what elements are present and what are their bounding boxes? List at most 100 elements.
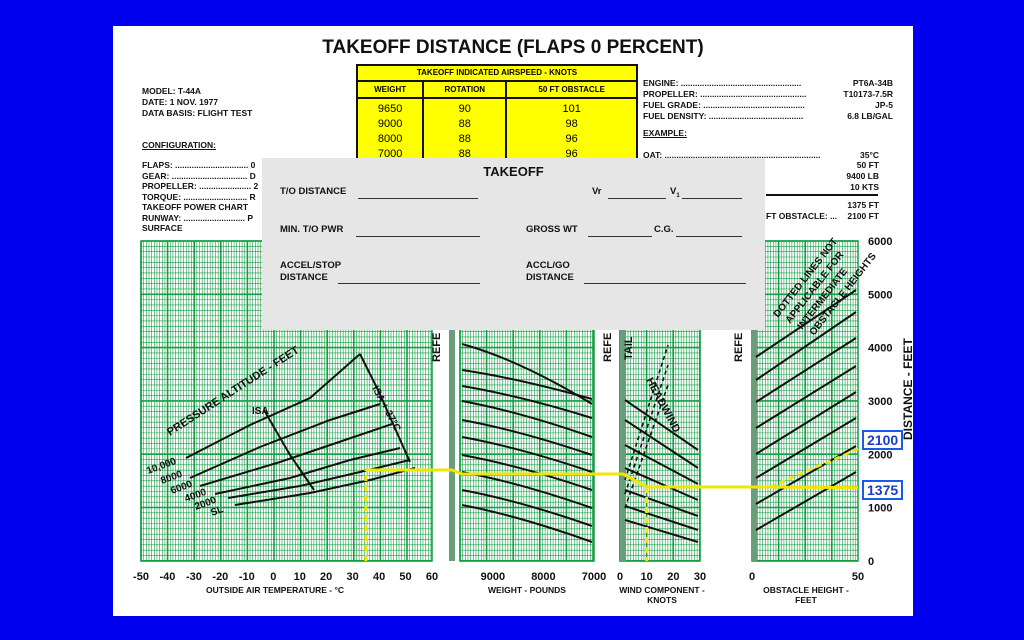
x-tick-label: 60: [426, 571, 438, 583]
configuration-heading: CONFIGURATION:: [142, 140, 216, 150]
x-tick-label: 50: [852, 571, 864, 583]
accl-go-label: ACCL/GO DISTANCE: [526, 260, 574, 283]
x-tick-label: 50: [399, 571, 411, 583]
x-tick-label: 40: [373, 571, 385, 583]
x-tick-label: -40: [160, 571, 176, 583]
altitude-curve: [214, 447, 401, 495]
column-header: ROTATION: [423, 82, 508, 99]
accl-go-field[interactable]: [584, 283, 746, 284]
min-to-pwr-label: MIN. T/O PWR: [280, 224, 344, 235]
x-tick-label: -10: [239, 571, 255, 583]
reference-label: REFE: [431, 333, 443, 362]
obstacle-line: [755, 311, 857, 381]
x-tick-label: 10: [294, 571, 306, 583]
obstacle-line: [755, 289, 857, 358]
x-tick-label: 30: [347, 571, 359, 583]
y-axis-label: DISTANCE - FEET: [901, 338, 915, 440]
obstacle-line: [755, 365, 857, 429]
reference-label: REFE: [733, 333, 745, 362]
v1-field[interactable]: [682, 198, 742, 199]
x-tick-label: 7000: [582, 571, 606, 583]
weight-guide-line: [461, 419, 593, 456]
cg-field[interactable]: [676, 236, 742, 237]
card-title: TAKEOFF: [483, 164, 544, 179]
obstacle-line: [755, 417, 857, 479]
table-row: 8000 88 96: [358, 132, 636, 147]
reference-line: [620, 241, 626, 561]
vr-field[interactable]: [608, 198, 666, 199]
reference-label: REFE: [602, 333, 614, 362]
fuel-density-line: FUEL DENSITY: ..........................…: [643, 111, 893, 121]
accel-stop-field[interactable]: [338, 283, 480, 284]
engine-line: ENGINE: ................................…: [643, 78, 893, 88]
x-axis-label: OUTSIDE AIR TEMPERATURE - °C: [206, 585, 344, 595]
gross-wt-field[interactable]: [588, 236, 652, 237]
altitude-curve: [185, 353, 361, 459]
tailwind-line: [624, 344, 669, 481]
table-row: 9000 88 98: [358, 117, 636, 132]
altitude-curve: [189, 403, 381, 479]
isa-plus-curve: [359, 353, 411, 463]
date-line: DATE: 1 NOV. 1977: [142, 97, 219, 107]
to-distance-label: T/O DISTANCE: [280, 186, 347, 197]
obstacle-line: [755, 337, 857, 403]
obstacle-line: [755, 391, 857, 455]
example-value: 50 FT: [856, 160, 879, 170]
tailwind-line: [624, 364, 669, 495]
x-tick-label: 0: [617, 571, 623, 583]
callout-ground-run: 1375: [862, 480, 904, 500]
weight-guide-line: [461, 454, 593, 491]
config-line: TORQUE: ........................... R: [142, 191, 256, 202]
x-tick-label: 0: [270, 571, 276, 583]
obstacle-line: [755, 471, 857, 531]
takeoff-card: TAKEOFF T/O DISTANCE Vr V1 MIN. T/O PWR …: [262, 158, 765, 330]
x-axis-label: WEIGHT - POUNDS: [488, 585, 566, 595]
min-to-pwr-field[interactable]: [356, 236, 480, 237]
headwind-line: [624, 419, 699, 469]
isa-label: ISA: [252, 406, 269, 417]
x-tick-label: 0: [749, 571, 755, 583]
obstacle-line: [755, 445, 857, 505]
config-line: SURFACE: [142, 223, 183, 233]
example-obstacle-line: [769, 447, 859, 489]
weight-guide-line: [461, 385, 593, 419]
model-info: MODEL: T-44A DATE: 1 NOV. 1977 DATA BASI…: [142, 86, 252, 119]
x-axis-label: WIND COMPONENT -: [619, 585, 705, 595]
altitude-curve: [199, 423, 393, 487]
airspeed-grid: WEIGHT ROTATION 50 FT OBSTACLE 9650 90 101…: [358, 82, 636, 162]
example-value: 10 KTS: [850, 182, 879, 192]
y-tick-label: 5000: [868, 289, 892, 301]
tailwind-label: TAIL: [623, 336, 635, 360]
example-oat: OAT: ...................................…: [643, 150, 879, 160]
engine-info: ENGINE: ................................…: [643, 78, 893, 122]
x-tick-label: -30: [186, 571, 202, 583]
headwind-line: [624, 399, 699, 451]
x-tick-label: 10: [641, 571, 653, 583]
y-tick-label: 1000: [868, 503, 892, 515]
data-basis-line: DATA BASIS: FLIGHT TEST: [142, 108, 253, 118]
weight-guide-line: [461, 489, 593, 527]
config-line: PROPELLER: ...................... 2: [142, 181, 259, 191]
callout-obstacle-distance: 2100: [862, 430, 904, 450]
column-header: 50 FT OBSTACLE: [506, 82, 636, 99]
isa-curve: [263, 409, 315, 491]
weight-guide-line: [461, 343, 593, 405]
x-tick-label: -20: [212, 571, 228, 583]
headwind-line: [624, 519, 699, 543]
page-title: TAKEOFF DISTANCE (FLAPS 0 PERCENT): [322, 37, 704, 58]
config-line: GEAR: ................................ D: [142, 170, 256, 181]
cg-label: C.G.: [654, 224, 674, 235]
example-values: 50 FT 9400 LB 10 KTS: [770, 160, 879, 193]
example-path-line: [365, 468, 859, 490]
x-tick-label: 20: [320, 571, 332, 583]
headwind-line: [624, 444, 699, 485]
example-value: 1375 FT: [847, 200, 879, 210]
y-tick-label: 6000: [868, 236, 892, 248]
fuel-grade-line: FUEL GRADE: ............................…: [643, 100, 893, 110]
altitude-label: SL: [209, 504, 225, 519]
to-distance-field[interactable]: [358, 198, 478, 199]
weight-guide-line: [461, 504, 593, 543]
x-axis-label: OBSTACLE HEIGHT -: [763, 585, 849, 595]
example-value: 9400 LB: [846, 171, 879, 181]
example-divider: [766, 194, 878, 196]
